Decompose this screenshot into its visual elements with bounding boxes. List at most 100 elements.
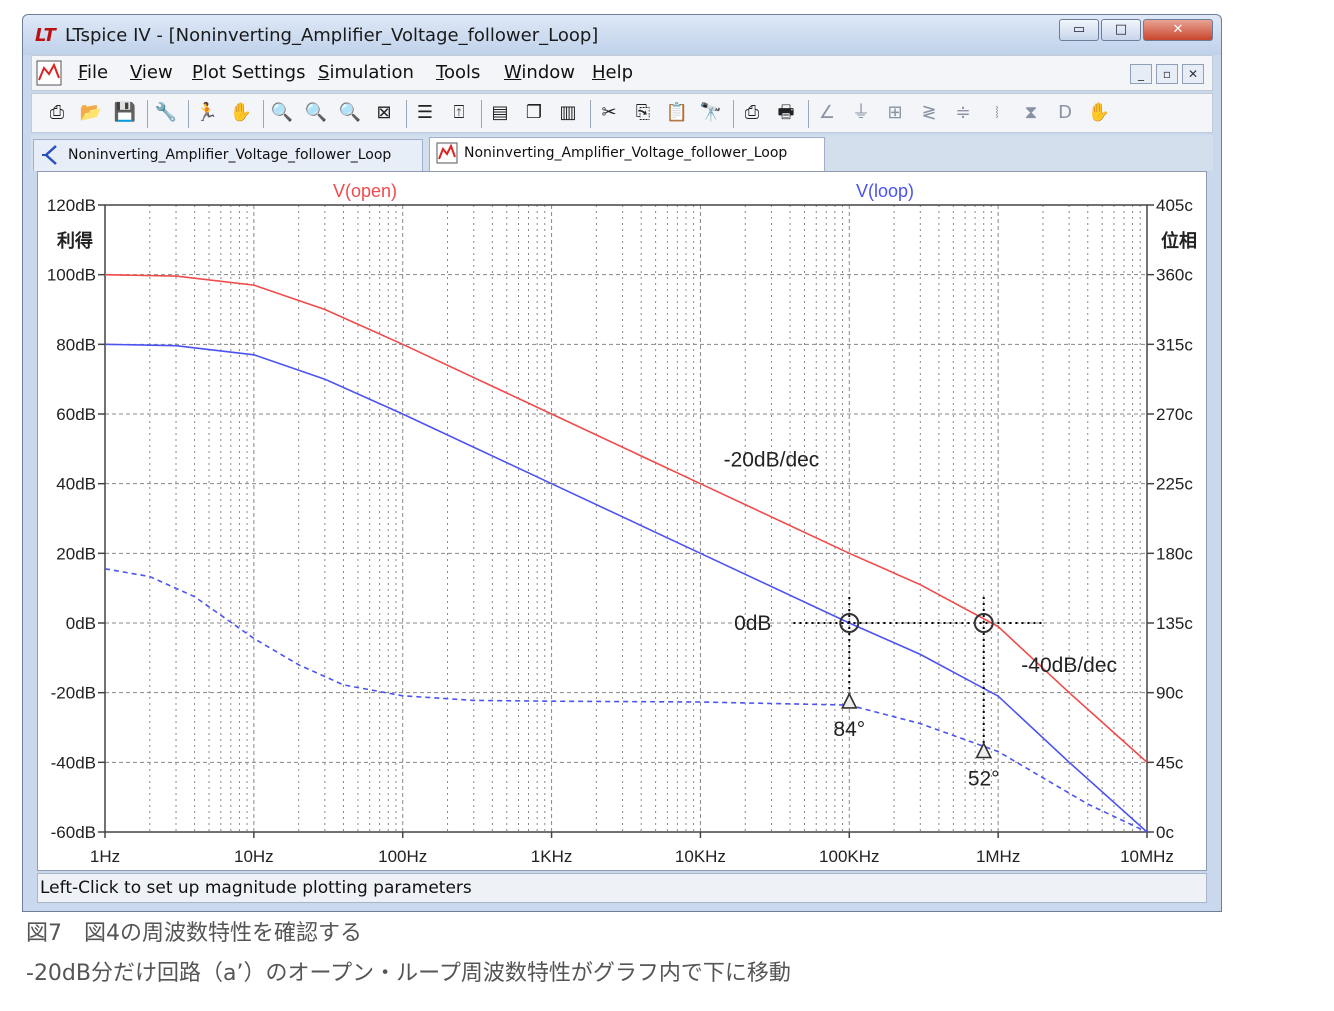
menu-accelerator: T (436, 62, 444, 83)
y-axis-left-label: 利得 (57, 230, 93, 252)
y-left-tick-label: 20dB (56, 544, 96, 563)
menu-accelerator: W (504, 62, 522, 83)
x-tick-label: 1MHz (976, 847, 1020, 866)
toolbar-separator (590, 100, 591, 128)
y-right-tick-label: 225c (1156, 475, 1193, 494)
y-right-tick-label: 360c (1156, 266, 1193, 285)
y-right-tick-label: 180c (1156, 544, 1193, 563)
zoom-in-icon[interactable]: 🔍 (270, 102, 294, 123)
y-right-tick-label: 45c (1156, 753, 1184, 772)
crossover-marker (839, 613, 860, 633)
menu-view[interactable]: View (130, 62, 173, 83)
menu-tools[interactable]: Tools (436, 62, 480, 83)
menu-accelerator: S (318, 62, 330, 83)
series-loop-phase[interactable] (104, 568, 1148, 833)
menu-simulation[interactable]: Simulation (318, 62, 414, 83)
find-icon[interactable]: 🔭 (699, 102, 723, 123)
cascade-icon[interactable]: ❐ (525, 102, 543, 123)
pick-trace-icon[interactable]: ⍐ (453, 102, 465, 123)
y-left-tick-label: -20dB (51, 684, 96, 703)
inductor-icon[interactable]: ⧘ (995, 102, 999, 123)
tab-schematic-label: Noninverting_Amplifier_Voltage_follower_… (68, 147, 392, 163)
legend-open[interactable]: V(open) (333, 181, 397, 201)
title-bar[interactable]: LT LTspice IV - [Noninverting_Amplifier_… (23, 15, 1221, 55)
annotation-label: 84° (833, 718, 865, 741)
window-title: LTspice IV - [Noninverting_Amplifier_Vol… (65, 25, 599, 46)
close-button[interactable]: ✕ (1143, 19, 1213, 41)
cut-icon[interactable]: ✂ (601, 102, 617, 123)
x-tick-label: 10MHz (1120, 847, 1174, 866)
autorange-icon[interactable]: ☰ (416, 102, 434, 123)
label-icon[interactable]: ⊞ (887, 102, 903, 123)
annotation-label: 52° (968, 767, 1000, 790)
tab-waveform[interactable]: Noninverting_Amplifier_Voltage_follower_… (429, 137, 825, 171)
mdi-restore-button[interactable]: ▫ (1156, 64, 1178, 84)
waveform-icon (436, 142, 458, 164)
tile-horizontal-icon[interactable]: ▤ (491, 102, 509, 123)
mdi-close-button[interactable]: ✕ (1182, 64, 1204, 84)
legend-loop[interactable]: V(loop) (856, 181, 914, 201)
menu-plot-settings[interactable]: Plot Settings (192, 62, 305, 83)
toolbar-separator (733, 100, 734, 128)
menu-label-rest: indow (521, 62, 575, 83)
schematic-icon (42, 145, 57, 165)
copy-icon[interactable]: ⎘ (635, 102, 651, 123)
menu-file[interactable]: File (78, 62, 108, 83)
halt-icon[interactable]: ✋ (229, 102, 253, 123)
save-icon[interactable]: 💾 (113, 102, 137, 123)
menu-bar: File View Plot Settings Simulation Tools Wind… (31, 55, 1213, 91)
y-right-tick-label: 0c (1156, 823, 1174, 842)
tab-schematic[interactable]: Noninverting_Amplifier_Voltage_follower_… (33, 139, 423, 171)
series-loop-gain[interactable] (104, 343, 1148, 833)
move-icon[interactable]: ✋ (1087, 102, 1111, 123)
annotation-label: -40dB/dec (1021, 654, 1117, 677)
menu-label-rest: ile (87, 62, 109, 83)
run-icon[interactable]: 🏃 (195, 102, 219, 123)
plot-frame (104, 204, 1148, 833)
y-left-tick-label: 80dB (56, 335, 96, 354)
tab-waveform-label: Noninverting_Amplifier_Voltage_follower_… (464, 145, 788, 161)
series-open-gain[interactable] (104, 273, 1148, 763)
tile-vertical-icon[interactable]: ▥ (559, 102, 577, 123)
control-panel-icon[interactable]: 🔧 (154, 102, 178, 123)
figure-caption-description: -20dB分だけ回路（a’）のオープン・ループ周波数特性がグラフ内で下に移動 (26, 961, 791, 986)
capacitor-icon[interactable]: ≑ (955, 102, 971, 123)
ground-icon[interactable]: ⏚ (852, 102, 870, 123)
menu-label-rest: ools (443, 62, 481, 83)
print-icon[interactable]: 🖶 (777, 102, 795, 123)
maximize-button[interactable]: □ (1101, 19, 1141, 41)
menu-help[interactable]: Help (592, 62, 633, 83)
print-preview-icon[interactable]: ⎙ (744, 102, 760, 123)
annotation-label: -20dB/dec (724, 448, 820, 471)
toolbar-separator (481, 100, 482, 128)
resistor-icon[interactable]: ≷ (921, 102, 937, 123)
toolbar: ⎙ 📂 💾 🔧 🏃 ✋ 🔍 🔍 🔍 ⊠ ☰ ⍐ ▤ ❐ ▥ ✂ ⎘ 📋 🔭 ⎙ 🖶 ∠ ⏚ ⊞ ≷ ≑ ⧘ ⧗ D ✋ (31, 93, 1213, 133)
new-schematic-icon[interactable]: ⎙ (49, 102, 65, 123)
y-left-tick-label: 100dB (47, 266, 96, 285)
status-text: Left-Click to set up magnitude plotting … (40, 878, 472, 898)
paste-icon[interactable]: 📋 (665, 102, 689, 123)
app-window: LT LTspice IV - [Noninverting_Amplifier_… (22, 14, 1222, 912)
mdi-minimize-button[interactable]: _ (1130, 64, 1152, 84)
zoom-out-icon[interactable]: 🔍 (338, 102, 362, 123)
ltspice-logo-icon: LT (35, 25, 56, 46)
menu-window[interactable]: Window (504, 62, 575, 83)
component-icon[interactable]: D (1058, 102, 1072, 123)
diode-icon[interactable]: ⧗ (1024, 102, 1038, 123)
status-bar: Left-Click to set up magnitude plotting … (37, 873, 1207, 903)
open-icon[interactable]: 📂 (79, 102, 103, 123)
menu-label-rest: elp (605, 62, 634, 83)
minimize-button[interactable]: ▭ (1059, 19, 1099, 41)
y-left-tick-label: 60dB (56, 405, 96, 424)
wire-icon[interactable]: ∠ (818, 102, 836, 123)
y-left-tick-label: -40dB (51, 753, 96, 772)
series-layer (104, 273, 1148, 833)
zoom-fit-icon[interactable]: ⊠ (376, 102, 392, 123)
plot-pane[interactable]: 120dB 100dB 80dB 60dB 40dB 20dB 0dB -20dB -40dB -… (37, 171, 1207, 871)
y-left-tick-label: 40dB (56, 475, 96, 494)
menu-label-rest: lot Settings (202, 62, 306, 83)
y-right-tick-label: 405c (1156, 196, 1193, 215)
phase-marker (975, 741, 993, 759)
pan-icon[interactable]: 🔍 (304, 102, 328, 123)
